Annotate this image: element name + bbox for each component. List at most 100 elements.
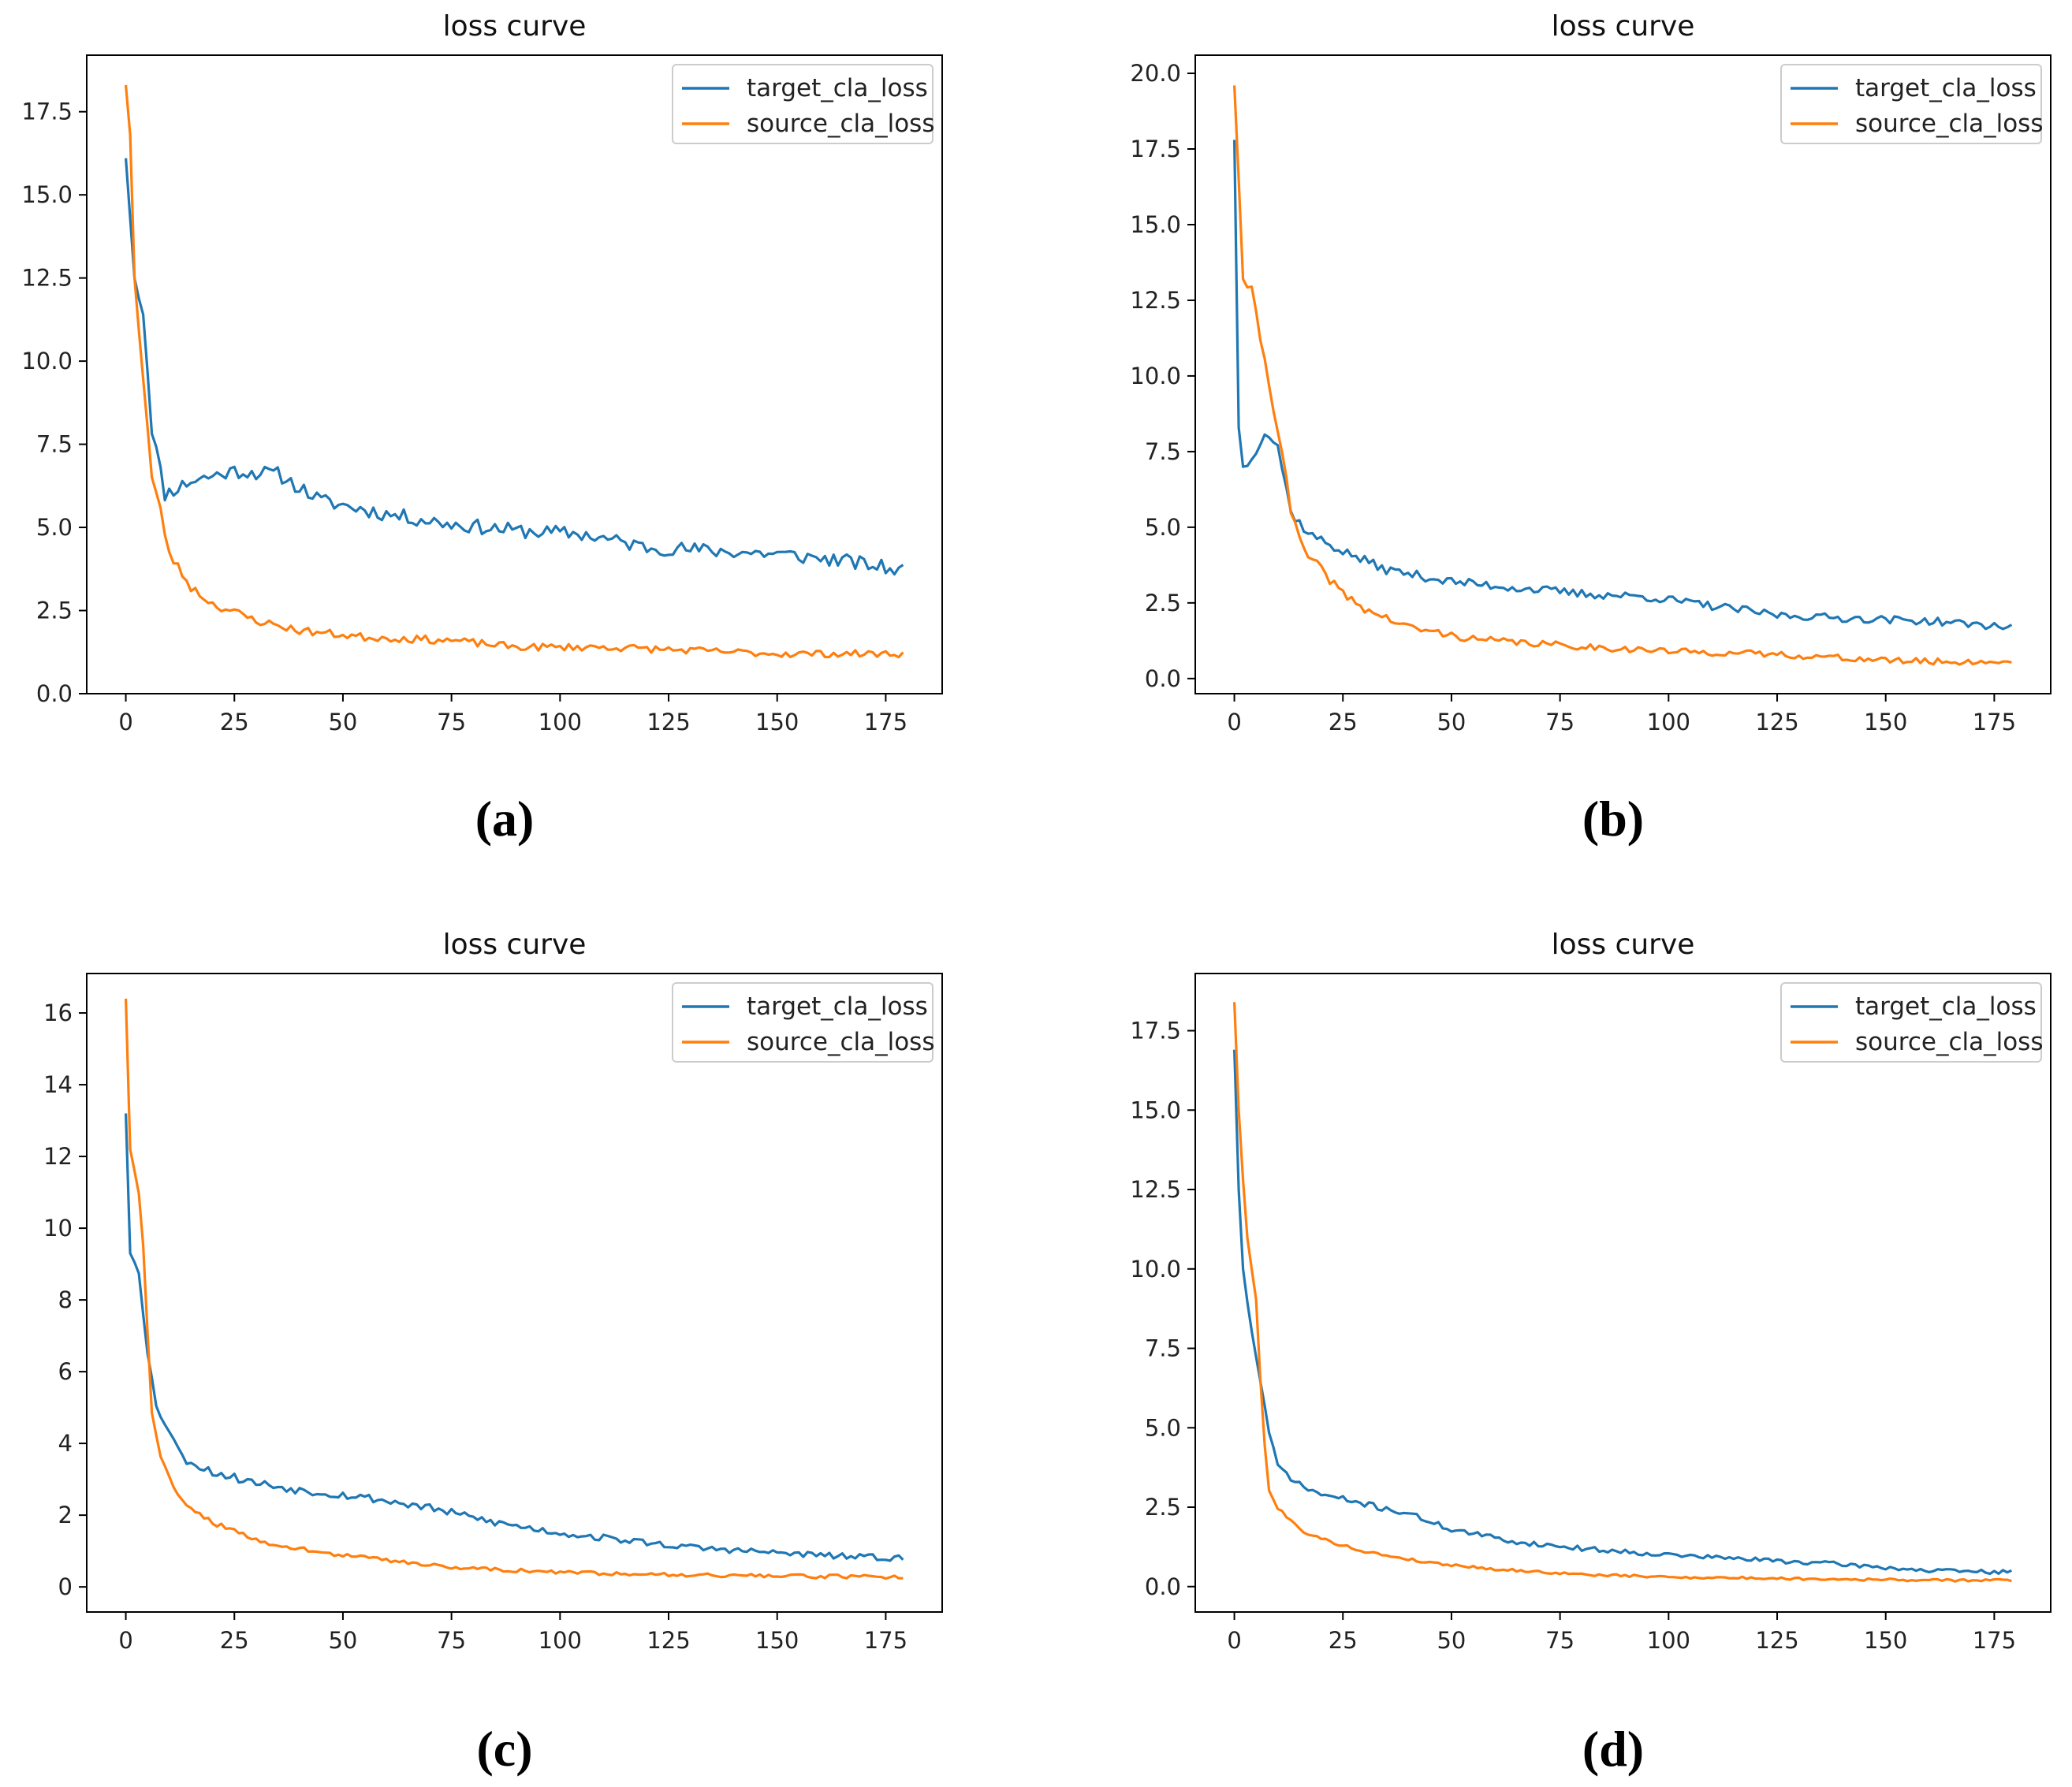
x-tick-label: 125 [1755, 709, 1798, 735]
legend-box [672, 982, 934, 1063]
x-tick-label: 100 [1647, 1627, 1690, 1654]
x-tick-label: 25 [1329, 709, 1358, 735]
y-tick-label: 7.5 [1145, 1335, 1181, 1362]
x-tick-label: 25 [1329, 1627, 1358, 1654]
x-tick-label: 150 [755, 1627, 799, 1654]
legend-label: source_cla_loss [1855, 1028, 2043, 1056]
y-tick-label: 2.5 [1145, 590, 1181, 616]
y-tick-label: 10.0 [1130, 363, 1181, 389]
x-tick-label: 75 [437, 1627, 466, 1654]
x-tick-label: 0 [1227, 1627, 1241, 1654]
chart-panel-d: loss curve 0 25 50 75 100 125 150 175 0.0 2.5 5.0 7.… [1130, 929, 2052, 1654]
chart-panel-c: loss curve 0 25 50 75 100 125 150 175 0 2 4 6 8 10 12 14… [43, 929, 943, 1654]
series-line-source-cla-loss [1233, 85, 2012, 666]
x-tick-label: 0 [1227, 709, 1241, 735]
y-tick-label: 5.0 [1145, 514, 1181, 541]
legend: target_cla_loss source_cla_loss [1780, 982, 2043, 1063]
y-tick-label: 12.5 [21, 265, 73, 292]
x-tick-label: 125 [1755, 1627, 1798, 1654]
y-tick-label: 2.5 [36, 598, 73, 624]
y-tick-label: 15.0 [21, 181, 73, 208]
x-tick-label: 125 [647, 1627, 690, 1654]
legend: target_cla_loss source_cla_loss [672, 64, 934, 144]
x-tick-label: 175 [864, 1627, 907, 1654]
x-tick-label: 150 [1864, 709, 1907, 735]
legend-label: target_cla_loss [747, 74, 928, 102]
y-tick-label: 8 [58, 1286, 73, 1313]
legend-label: target_cla_loss [747, 992, 928, 1021]
y-tick-label: 0 [58, 1573, 73, 1600]
legend-label: source_cla_loss [747, 1028, 934, 1056]
x-tick-label: 100 [538, 709, 582, 735]
x-tick-label: 175 [1973, 709, 2016, 735]
x-tick-label: 75 [1545, 1627, 1574, 1654]
legend: target_cla_loss source_cla_loss [672, 982, 934, 1063]
legend-box [672, 64, 934, 144]
y-tick-label: 10 [43, 1215, 73, 1242]
y-tick-label: 14 [43, 1071, 73, 1098]
chart-panel-a: loss curve 0 25 50 75 100 125 150 175 0.0 2.5 5.0 7.… [21, 10, 943, 735]
x-tick-label: 50 [1437, 1627, 1466, 1654]
series-line-target-cla-loss [125, 158, 904, 576]
chart-title: loss curve [443, 929, 587, 961]
x-tick-label: 75 [1545, 709, 1574, 735]
series-line-source-cla-loss [1233, 1002, 2012, 1583]
y-tick-label: 5.0 [36, 514, 73, 541]
y-tick-label: 15.0 [1130, 211, 1181, 238]
series-line-target-cla-loss [1233, 1049, 2013, 1576]
series-line-target-cla-loss [125, 1113, 904, 1562]
y-tick-label: 15.0 [1130, 1096, 1181, 1123]
legend-box [1780, 982, 2042, 1063]
x-tick-label: 0 [118, 709, 132, 735]
y-tick-label: 17.5 [1130, 136, 1181, 162]
y-tick-label: 0.0 [1145, 1573, 1181, 1600]
x-tick-label: 125 [647, 709, 690, 735]
chart-title: loss curve [443, 10, 587, 43]
x-tick-label: 175 [1973, 1627, 2016, 1654]
x-tick-label: 50 [1437, 709, 1466, 735]
y-tick-label: 0.0 [36, 680, 73, 707]
y-tick-label: 2.5 [1145, 1494, 1181, 1521]
y-tick-label: 12.5 [1130, 287, 1181, 314]
x-tick-label: 100 [1647, 709, 1690, 735]
y-tick-label: 17.5 [1130, 1018, 1181, 1044]
legend-label: source_cla_loss [747, 110, 934, 138]
y-tick-label: 12 [43, 1143, 73, 1170]
panel-label: (d) [1582, 1721, 1644, 1777]
plot-frame [86, 973, 943, 1613]
x-tick-label: 175 [864, 709, 907, 735]
y-tick-label: 5.0 [1145, 1414, 1181, 1441]
y-tick-label: 17.5 [21, 99, 73, 125]
panel-label: (c) [476, 1721, 532, 1777]
x-tick-label: 50 [328, 1627, 357, 1654]
x-tick-label: 0 [118, 1627, 132, 1654]
x-tick-label: 50 [328, 709, 357, 735]
y-tick-label: 20.0 [1130, 60, 1181, 87]
x-tick-label: 150 [1864, 1627, 1907, 1654]
legend-label: source_cla_loss [1855, 110, 2043, 138]
legend-box [1780, 64, 2042, 144]
y-tick-label: 2 [58, 1502, 73, 1528]
y-tick-label: 16 [43, 1000, 73, 1026]
y-tick-label: 12.5 [1130, 1176, 1181, 1203]
series-line-source-cla-loss [125, 998, 904, 1580]
plot-frame [86, 54, 943, 694]
legend: target_cla_loss source_cla_loss [1780, 64, 2043, 144]
y-tick-label: 7.5 [36, 431, 73, 458]
series-line-target-cla-loss [1233, 140, 2013, 631]
x-tick-label: 25 [220, 709, 249, 735]
plot-frame [1194, 54, 2052, 694]
y-tick-label: 0.0 [1145, 665, 1181, 692]
legend-label: target_cla_loss [1855, 992, 2037, 1021]
x-tick-label: 150 [755, 709, 799, 735]
x-tick-label: 75 [437, 709, 466, 735]
series-line-source-cla-loss [125, 84, 904, 659]
chart-title: loss curve [1552, 10, 1695, 43]
plot-frame [1194, 973, 2052, 1613]
y-tick-label: 6 [58, 1358, 73, 1385]
x-tick-label: 100 [538, 1627, 582, 1654]
legend-label: target_cla_loss [1855, 74, 2037, 102]
y-tick-label: 7.5 [1145, 438, 1181, 465]
